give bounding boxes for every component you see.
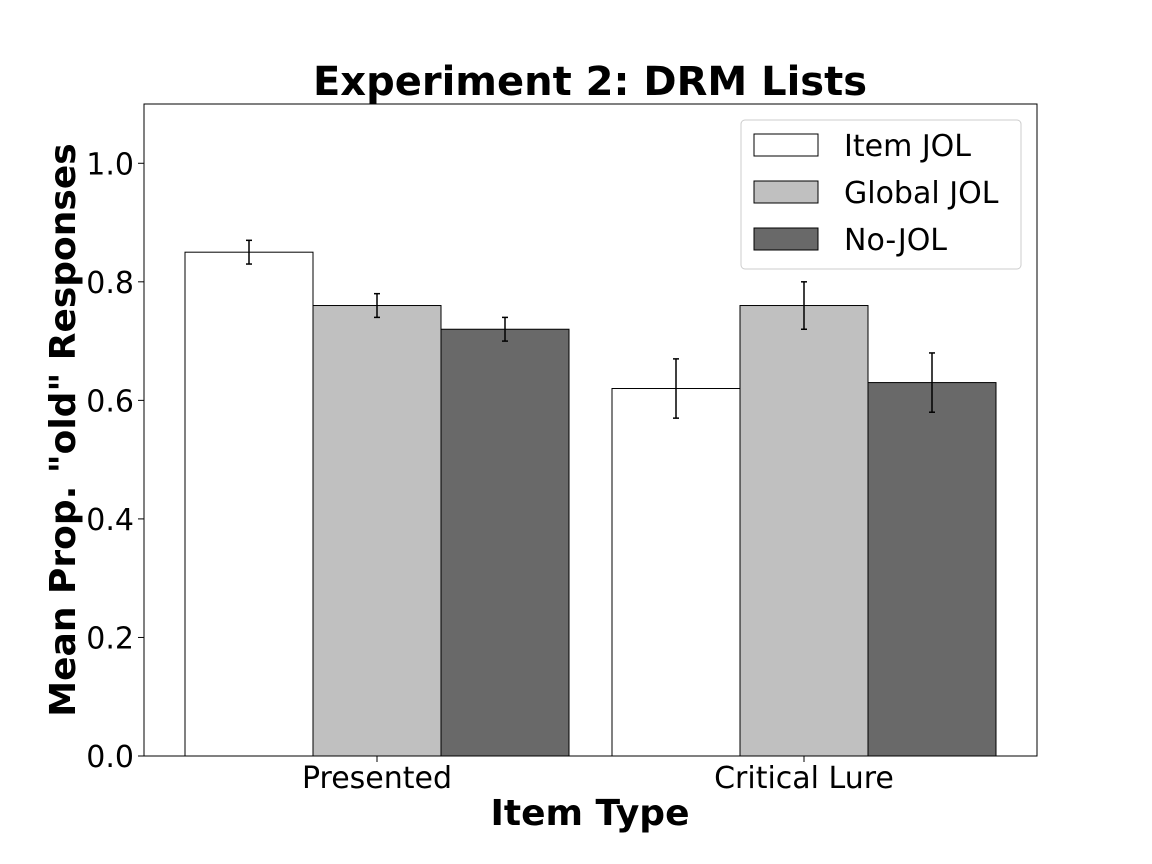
chart-title: Experiment 2: DRM Lists	[313, 59, 867, 105]
bar-0-1	[312, 305, 442, 757]
legend-label: Item JOL	[844, 129, 971, 164]
bar-0-2	[440, 328, 570, 757]
y-tick-label: 1.0	[86, 147, 134, 182]
bar-0-0	[184, 251, 314, 757]
x-axis-label: Item Type	[490, 793, 689, 834]
x-tick-label: Presented	[302, 761, 452, 796]
error-bar-1-2	[929, 352, 935, 413]
error-bar-1-1	[801, 281, 807, 330]
legend-swatch	[753, 133, 819, 157]
error-bar-0-1	[374, 292, 380, 319]
plot-frame	[143, 103, 1038, 757]
bar-1-0	[611, 388, 741, 757]
bar-1-1	[739, 305, 869, 757]
bar-1-2	[867, 382, 997, 757]
error-bar-0-0	[246, 239, 252, 265]
y-tick-label: 0.6	[86, 384, 134, 419]
error-bar-0-2	[502, 316, 508, 342]
y-tick-label: 0.0	[86, 740, 134, 775]
y-tick-label: 0.2	[86, 621, 134, 656]
legend-label: Global JOL	[844, 176, 999, 211]
error-bar-1-0	[673, 358, 679, 419]
x-tick-label: Critical Lure	[714, 761, 894, 796]
legend: Item JOL Global JOL No-JOL	[740, 119, 1022, 270]
legend-label: No-JOL	[844, 223, 947, 258]
legend-swatch	[753, 227, 819, 251]
plot-area: Presented Critical Lure 0.0 0.2 0.4 0.6 0.8 1.0	[86, 147, 997, 796]
y-tick-label: 0.4	[86, 503, 134, 538]
y-tick-label: 0.8	[86, 266, 134, 301]
legend-swatch	[753, 180, 819, 204]
y-axis-label: Mean Prop. "old" Responses	[43, 143, 84, 716]
